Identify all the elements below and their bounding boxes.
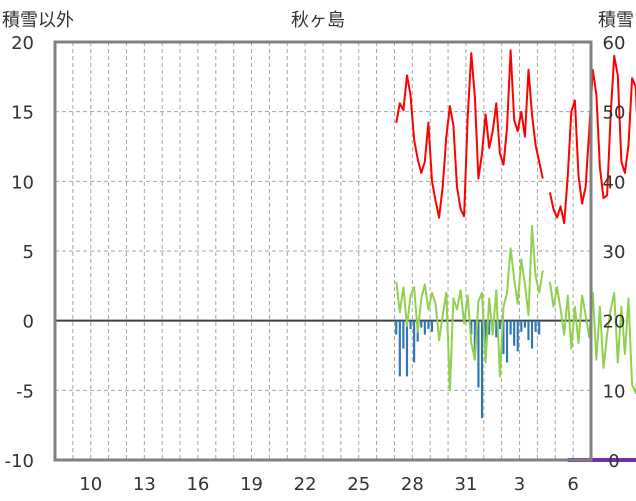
temperature-line bbox=[548, 54, 636, 225]
x-tick-label: 3 bbox=[514, 474, 525, 495]
left-tick-label: 15 bbox=[11, 103, 34, 124]
x-tick-label: 6 bbox=[567, 474, 578, 495]
precip-bar bbox=[484, 320, 487, 357]
precip-bar bbox=[495, 320, 498, 338]
plot-frame bbox=[53, 40, 593, 462]
right-tick-label: 20 bbox=[603, 312, 626, 333]
right-tick-label: 0 bbox=[608, 451, 619, 472]
right-tick-label: 60 bbox=[603, 33, 626, 54]
precip-bar bbox=[480, 320, 484, 419]
precip-bar bbox=[527, 320, 530, 341]
x-tick-label: 28 bbox=[401, 474, 424, 495]
precip-bar bbox=[420, 320, 423, 328]
series-layer bbox=[55, 49, 636, 462]
right-axis-label: 積雪 bbox=[598, 10, 634, 31]
precip-bar bbox=[413, 320, 416, 363]
precip-bar bbox=[430, 320, 434, 332]
precip-bar bbox=[509, 320, 512, 335]
wind-line bbox=[548, 281, 636, 395]
x-tick-labels: 10 13 16 19 22 25 28 31 3 6 bbox=[79, 474, 579, 495]
x-tick-label: 13 bbox=[133, 474, 156, 495]
x-tick-label: 25 bbox=[347, 474, 370, 495]
horizontal-gridlines bbox=[55, 111, 591, 391]
precip-bar bbox=[402, 320, 405, 349]
precip-bar bbox=[398, 320, 401, 377]
x-tick-label: 10 bbox=[79, 474, 102, 495]
wind-line bbox=[395, 224, 544, 392]
chart-title: 秋ヶ島 bbox=[291, 10, 345, 31]
precip-bar bbox=[427, 320, 430, 330]
precip-bar bbox=[530, 320, 534, 349]
precip-bar bbox=[516, 320, 519, 352]
left-axis-label: 積雪以外 bbox=[2, 10, 74, 31]
right-tick-label: 50 bbox=[603, 103, 626, 124]
x-tick-label: 16 bbox=[186, 474, 209, 495]
precip-bar bbox=[513, 320, 516, 346]
precip-bar bbox=[405, 320, 409, 377]
precip-bar bbox=[473, 320, 476, 352]
right-tick-label: 40 bbox=[603, 172, 626, 193]
x-tick-label: 22 bbox=[294, 474, 317, 495]
left-tick-label: -5 bbox=[16, 381, 34, 402]
left-tick-label: 20 bbox=[11, 33, 34, 54]
precip-bar bbox=[477, 320, 480, 388]
precip-bar bbox=[538, 320, 541, 335]
precip-bar bbox=[470, 320, 473, 335]
precip-bar bbox=[423, 320, 426, 335]
right-tick-label: 10 bbox=[603, 381, 626, 402]
left-tick-label: 5 bbox=[23, 242, 34, 263]
precip-bar bbox=[488, 320, 491, 335]
precip-bar bbox=[395, 320, 398, 335]
precip-bar bbox=[520, 320, 523, 332]
left-tick-label: -10 bbox=[5, 451, 34, 472]
left-tick-label: 0 bbox=[23, 312, 34, 333]
left-tick-labels: -10 -5 0 5 10 15 20 bbox=[5, 33, 34, 472]
precip-bar bbox=[502, 320, 505, 355]
precip-bar bbox=[409, 320, 412, 330]
left-tick-label: 10 bbox=[11, 172, 34, 193]
x-tick-label: 19 bbox=[240, 474, 263, 495]
right-tick-labels: 0 10 20 30 40 50 60 bbox=[603, 33, 626, 472]
precip-bar bbox=[534, 320, 537, 332]
x-tick-label: 31 bbox=[454, 474, 477, 495]
precip-bar bbox=[505, 320, 509, 363]
right-tick-label: 30 bbox=[603, 242, 626, 263]
precip-bar bbox=[523, 320, 526, 328]
precip-bar bbox=[498, 320, 501, 330]
temperature-line bbox=[395, 49, 544, 219]
